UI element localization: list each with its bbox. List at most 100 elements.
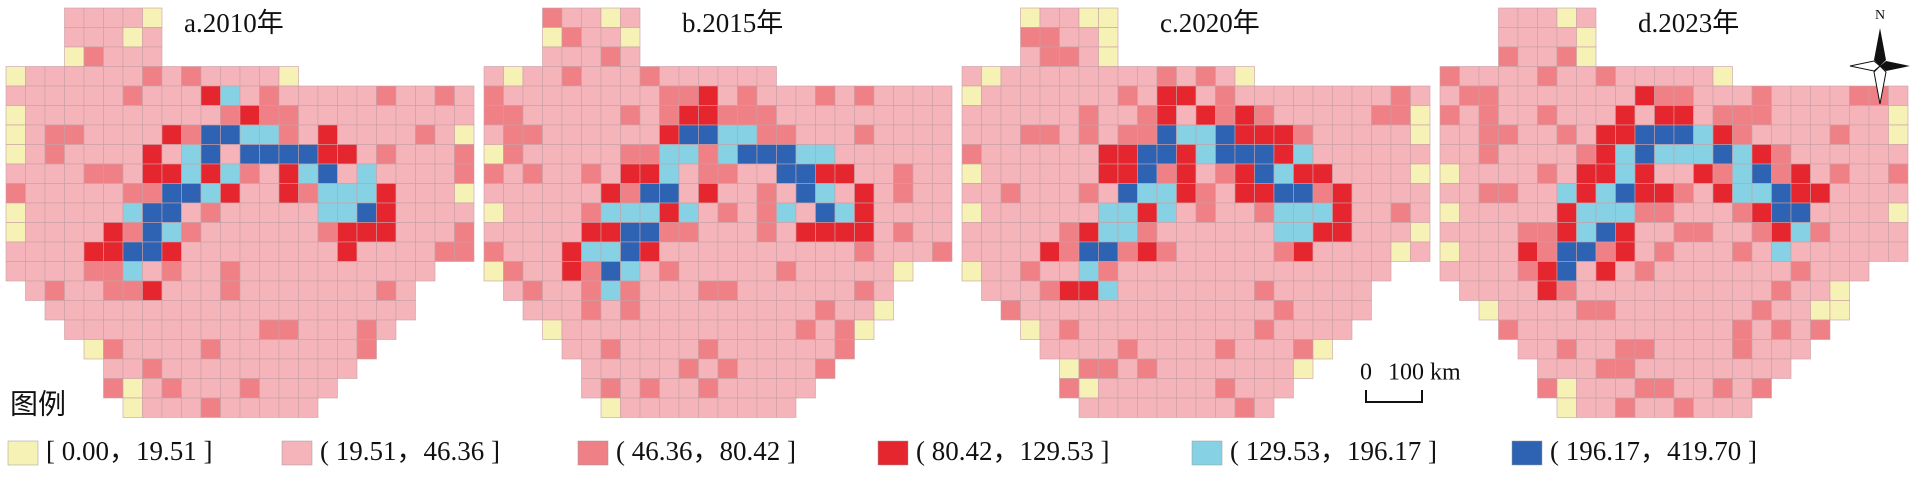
map-cell	[698, 339, 719, 360]
map-cell	[698, 222, 719, 243]
map-cell	[1537, 202, 1558, 223]
map-cell	[1156, 163, 1177, 184]
map-cell	[1137, 66, 1158, 87]
map-cell	[161, 261, 182, 282]
map-cell	[317, 378, 338, 399]
map-cell	[259, 144, 280, 165]
map	[961, 7, 1431, 418]
map-cell	[561, 319, 582, 340]
map-cell	[795, 319, 816, 340]
map-cell	[893, 85, 914, 106]
map-cell	[698, 397, 719, 418]
map-cell	[1654, 397, 1675, 418]
map-cell	[1215, 124, 1236, 145]
map-cell	[561, 144, 582, 165]
map-cell	[200, 105, 221, 126]
map-cell	[932, 183, 953, 204]
map-cell	[1615, 378, 1636, 399]
map-cell	[776, 85, 797, 106]
map-cell	[44, 241, 65, 262]
map-cell	[1712, 183, 1733, 204]
map-cell	[356, 105, 377, 126]
map-cell	[337, 105, 358, 126]
map-cell	[44, 261, 65, 282]
map-cell	[83, 46, 104, 67]
map-cell	[64, 280, 85, 301]
map-cell	[142, 7, 163, 28]
map-cell	[1732, 300, 1753, 321]
map-cell	[1195, 66, 1216, 87]
map-cell	[1576, 202, 1597, 223]
map-cell	[815, 144, 836, 165]
map-cell	[1732, 144, 1753, 165]
map-cell	[1234, 105, 1255, 126]
map-cell	[1810, 202, 1831, 223]
map-cell	[1293, 105, 1314, 126]
map-cell	[1751, 319, 1772, 340]
map-cell	[873, 241, 894, 262]
map-cell	[1517, 222, 1538, 243]
map-cell	[376, 222, 397, 243]
map-cell	[259, 397, 280, 418]
map-cell	[1459, 105, 1480, 126]
map-cell	[1868, 144, 1889, 165]
map-cell	[1390, 144, 1411, 165]
map-cell	[1410, 124, 1431, 145]
map-cell	[912, 183, 933, 204]
map-cell	[1556, 261, 1577, 282]
map-cell	[239, 183, 260, 204]
map-cell	[142, 358, 163, 379]
map-cell	[717, 124, 738, 145]
map-cell	[600, 397, 621, 418]
map-cell	[522, 144, 543, 165]
map-cell	[1732, 202, 1753, 223]
map-title: c.2020年	[1160, 8, 1260, 38]
map-cell	[1771, 144, 1792, 165]
map-cell	[795, 222, 816, 243]
map-cell	[1039, 124, 1060, 145]
map-cell	[1215, 85, 1236, 106]
map-cell	[1517, 7, 1538, 28]
map-cell	[1517, 66, 1538, 87]
map-cell	[756, 300, 777, 321]
map-cell	[717, 144, 738, 165]
map-cell	[239, 202, 260, 223]
map-cell	[181, 280, 202, 301]
map-cell	[1078, 241, 1099, 262]
map-cell	[1000, 163, 1021, 184]
map-cell	[1215, 241, 1236, 262]
scale-label: 100 km	[1388, 360, 1461, 386]
map-cell	[1039, 319, 1060, 340]
map-cell	[961, 66, 982, 87]
map-cell	[1732, 397, 1753, 418]
map-cell	[737, 124, 758, 145]
map-cell	[1098, 66, 1119, 87]
map-cell	[1615, 319, 1636, 340]
map-cell	[181, 85, 202, 106]
map-cell	[200, 280, 221, 301]
map-cell	[1078, 183, 1099, 204]
map-cell	[200, 222, 221, 243]
map-cell	[1888, 183, 1909, 204]
map-cell	[1498, 144, 1519, 165]
map-cell	[1059, 27, 1080, 48]
map-cell	[1712, 397, 1733, 418]
map-cell	[337, 163, 358, 184]
map-cell	[1215, 66, 1236, 87]
map-cell	[600, 222, 621, 243]
map-cell	[483, 222, 504, 243]
map-cell	[581, 163, 602, 184]
map-cell	[5, 261, 26, 282]
map-cell	[981, 261, 1002, 282]
map-cell	[1693, 397, 1714, 418]
map-cell	[337, 280, 358, 301]
map-cell	[1634, 85, 1655, 106]
map-cell	[698, 124, 719, 145]
map-cell	[981, 183, 1002, 204]
map-cell	[1790, 280, 1811, 301]
map-cell	[1371, 124, 1392, 145]
map-cell	[1537, 358, 1558, 379]
map-cell	[659, 85, 680, 106]
map-cell	[5, 105, 26, 126]
map-cell	[1098, 358, 1119, 379]
